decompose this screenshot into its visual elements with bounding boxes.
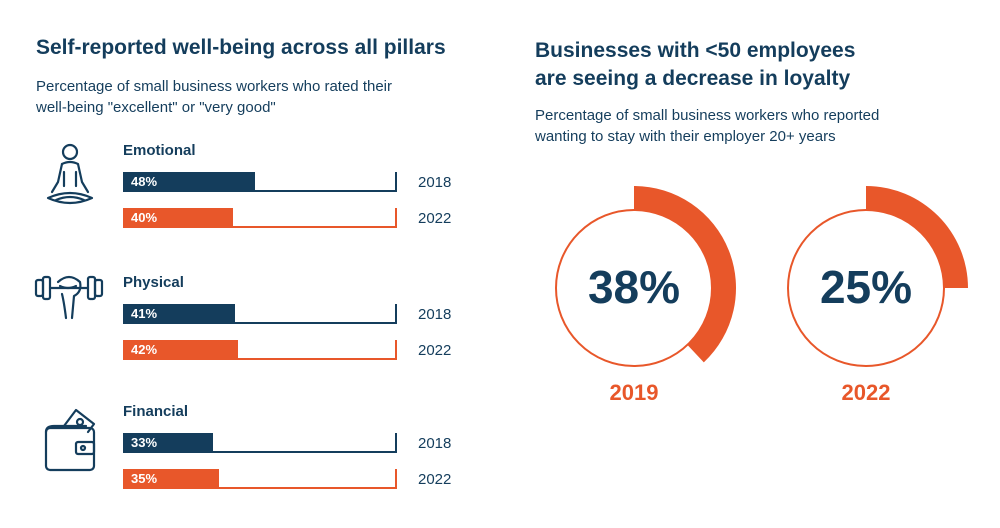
bar-value-label: 40% — [131, 210, 158, 225]
left-chart-title: Self-reported well-being across all pill… — [36, 36, 446, 59]
year-label-2022: 2022 — [418, 210, 452, 227]
left-chart-subtitle-line2: well-being "excellent" or "very good" — [36, 99, 276, 116]
bar-track-physical-2018: 41% — [123, 304, 397, 324]
wallet-icon — [42, 404, 100, 474]
meditation-icon — [42, 142, 98, 210]
right-chart-title-line1: Businesses with <50 employees — [535, 39, 856, 62]
bar-track-financial-2022: 35% — [123, 469, 397, 489]
bar-track-emotional-2022: 40% — [123, 208, 397, 228]
donut-arc-2022 — [866, 186, 968, 288]
donut-arc-2019 — [634, 186, 736, 363]
category-label-emotional: Emotional — [123, 142, 196, 159]
right-chart-subtitle-line1: Percentage of small business workers who… — [535, 107, 880, 124]
bar-physical-2022: 42% — [123, 340, 239, 358]
bar-track-emotional-2018: 48% — [123, 172, 397, 192]
year-label-2018: 2018 — [418, 174, 452, 191]
bar-emotional-2018: 48% — [123, 172, 255, 190]
bar-financial-2018: 33% — [123, 433, 214, 451]
bar-value-label: 41% — [131, 306, 158, 321]
category-label-financial: Financial — [123, 403, 189, 420]
category-label-physical: Physical — [123, 274, 184, 291]
right-chart-subtitle-line2: wanting to stay with their employer 20+ … — [535, 128, 836, 145]
donut-center-value-2019: 38% — [587, 261, 681, 313]
donut-year-label-2019: 2019 — [609, 380, 659, 405]
year-label-2018: 2018 — [418, 435, 452, 452]
year-label-2022: 2022 — [418, 342, 452, 359]
bar-value-label: 42% — [131, 342, 158, 357]
bar-value-label: 35% — [131, 471, 158, 486]
bar-emotional-2022: 40% — [123, 208, 233, 226]
bar-track-physical-2022: 42% — [123, 340, 397, 360]
right-chart-title-line2: are seeing a decrease in loyalty — [535, 67, 851, 90]
donut-year-label-2022: 2022 — [841, 380, 891, 405]
year-label-2022: 2022 — [418, 471, 452, 488]
donut-center-value-2022: 25% — [819, 261, 913, 313]
left-chart-subtitle-line1: Percentage of small business workers who… — [36, 78, 393, 95]
bar-track-financial-2018: 33% — [123, 433, 397, 453]
dumbbell-icon — [34, 268, 104, 324]
bar-financial-2022: 35% — [123, 469, 219, 487]
year-label-2018: 2018 — [418, 306, 452, 323]
bar-value-label: 33% — [131, 435, 158, 450]
bar-value-label: 48% — [131, 174, 158, 189]
bar-physical-2018: 41% — [123, 304, 236, 322]
